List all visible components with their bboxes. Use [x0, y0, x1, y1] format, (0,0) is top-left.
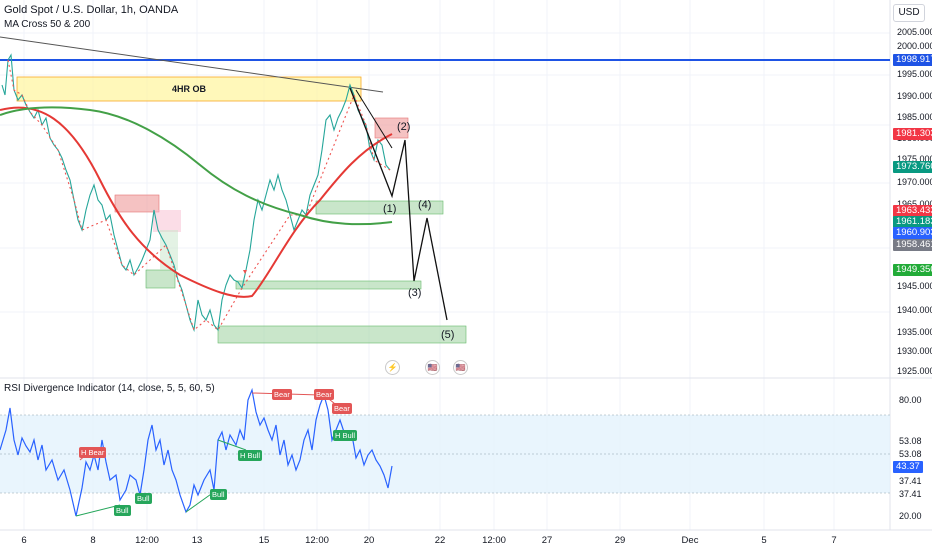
supply-zone-2[interactable]	[153, 210, 181, 232]
time-tick: 5	[761, 535, 767, 546]
price-tick: 1940.000	[897, 305, 932, 315]
rsi-tick: 53.08	[899, 449, 922, 459]
price-tag: 1981.303	[893, 128, 932, 140]
rsi-tick: 53.08	[899, 436, 922, 446]
wave-label-5: (5)	[441, 329, 455, 341]
time-tick: 27	[541, 535, 553, 546]
us-flag-icon-2[interactable]: 🇺🇸	[453, 360, 468, 375]
bull-badge-3: Bull	[210, 489, 227, 500]
price-tick: 2000.000	[897, 41, 932, 51]
wave-label-1: (1)	[383, 203, 397, 215]
rsi-line	[0, 387, 393, 517]
rsi-current-tag: 43.37	[893, 461, 923, 473]
wave-label-2: (2)	[397, 121, 411, 133]
price-tick: 1930.000	[897, 346, 932, 356]
rsi-tick: 80.00	[899, 395, 922, 405]
price-tick: 1925.000	[897, 366, 932, 376]
rsi-tick: 20.00	[899, 511, 922, 521]
h-bull-badge-2: H Bull	[333, 430, 358, 441]
symbol-title[interactable]: Gold Spot / U.S. Dollar, 1h, OANDA	[4, 4, 179, 16]
price-tag: 1998.917	[893, 54, 932, 66]
demand-zone-5[interactable]	[217, 325, 467, 344]
time-tick: 29	[614, 535, 626, 546]
supply-zone-1[interactable]	[114, 194, 160, 213]
price-tag: 1963.433	[893, 205, 932, 217]
price-tick: 1965.000	[897, 199, 932, 209]
rsi-tick: 37.41	[899, 489, 922, 499]
time-tick: 7	[831, 535, 837, 546]
wave-projection[interactable]	[349, 87, 448, 321]
wave-label-4: (4)	[418, 199, 432, 211]
time-tick: 6	[21, 535, 27, 546]
price-tick: 1985.000	[897, 112, 932, 122]
bull-badge-2: Bull	[135, 493, 152, 504]
lightning-icon[interactable]: ⚡	[385, 360, 400, 375]
price-tick: 1995.000	[897, 69, 932, 79]
time-tick: 22	[434, 535, 446, 546]
time-tick: 8	[90, 535, 96, 546]
demand-zone-1[interactable]	[145, 269, 176, 289]
price-tick: 1975.000	[897, 154, 932, 164]
indicator-label[interactable]: MA Cross 50 & 200	[4, 19, 91, 30]
demand-zone-2[interactable]	[160, 230, 178, 270]
rsi-tick: 37.41	[899, 476, 922, 486]
price-tick: 1945.000	[897, 281, 932, 291]
price-tick: 1990.000	[897, 91, 932, 101]
currency-button[interactable]: USD	[893, 4, 925, 22]
h-bear-badge: H Bear	[79, 447, 107, 458]
ma200-line	[0, 106, 393, 226]
price-tag: 1961.183	[893, 216, 932, 228]
rsi-title[interactable]: RSI Divergence Indicator (14, close, 5, …	[4, 383, 215, 394]
demand-zone-4[interactable]	[235, 280, 422, 290]
bear-badge-1: Bear	[272, 389, 292, 400]
time-tick: Dec	[681, 535, 699, 546]
price-tag: 1958.461	[893, 239, 932, 251]
time-tick: 12:00	[305, 535, 329, 546]
demand-zone-3[interactable]	[315, 200, 444, 215]
bull-badge-1: Bull	[114, 505, 131, 516]
price-tag: 1960.903	[893, 227, 932, 239]
trendline[interactable]	[0, 36, 384, 93]
price-tick: 1970.000	[897, 177, 932, 187]
entry-marker	[243, 270, 247, 274]
ob-label: 4HR OB	[172, 84, 207, 94]
time-tick: 13	[191, 535, 203, 546]
wave-label-3: (3)	[408, 287, 422, 299]
time-tick: 15	[258, 535, 270, 546]
bear-badge-3: Bear	[332, 403, 352, 414]
h-bull-badge-1: H Bull	[238, 450, 263, 461]
price-tick: 2005.000	[897, 27, 932, 37]
time-tick: 12:00	[482, 535, 506, 546]
ma50-line	[0, 106, 393, 298]
price-candles	[1, 53, 391, 333]
us-flag-icon[interactable]: 🇺🇸	[425, 360, 440, 375]
price-tag: 1973.760	[893, 161, 932, 173]
time-tick: 20	[363, 535, 375, 546]
time-tick: 12:00	[135, 535, 159, 546]
price-tag: 1949.350	[893, 264, 932, 276]
price-tick: 1935.000	[897, 327, 932, 337]
bear-badge-2: Bear	[314, 389, 334, 400]
